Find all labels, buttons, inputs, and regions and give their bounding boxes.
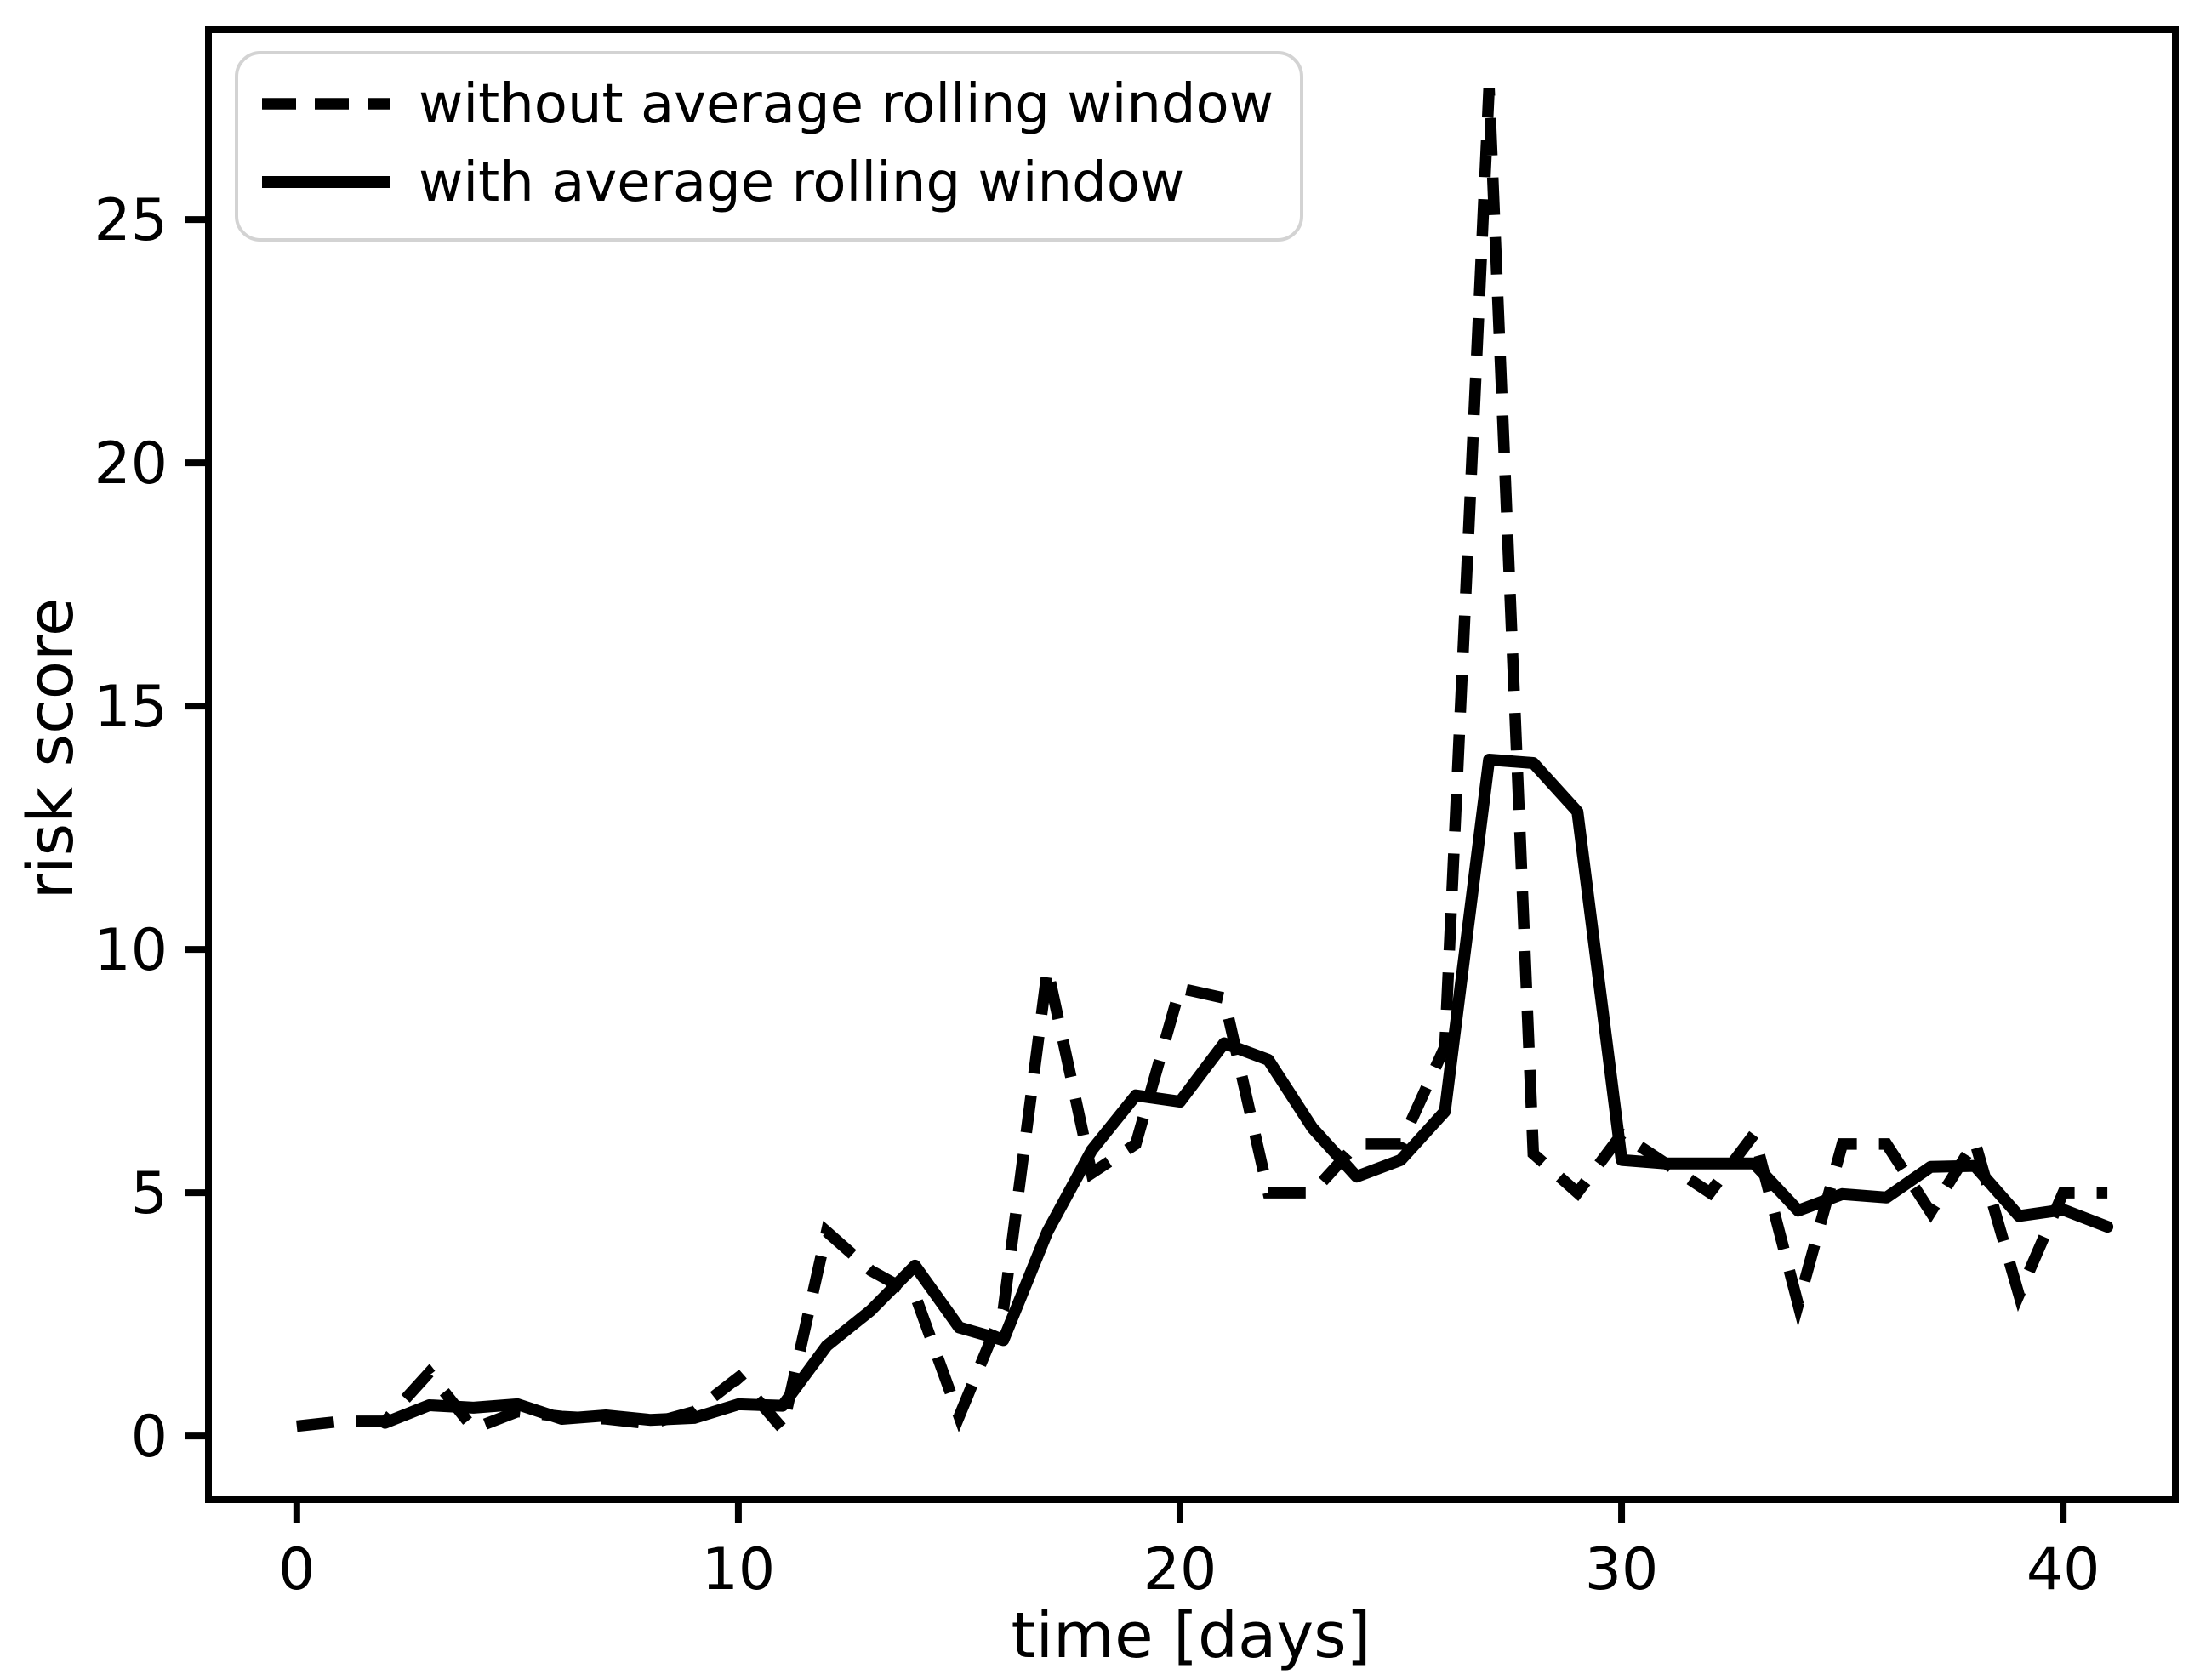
y-tick-label: 25 [94, 187, 168, 254]
y-ticks: 0 5 10 15 20 25 [94, 187, 208, 1471]
y-tick-label: 10 [94, 917, 168, 984]
series-group [296, 88, 2114, 1442]
x-axis-label: time [days] [1011, 1599, 1371, 1672]
y-tick-label: 5 [131, 1160, 168, 1227]
series-without-rolling-window [296, 88, 2108, 1442]
legend: without average rolling window with aver… [235, 51, 1303, 242]
legend-label-with-rolling: with average rolling window [419, 151, 1184, 214]
series-with-rolling-window [379, 754, 2114, 1429]
y-axis-label: risk score [14, 598, 88, 900]
y-tick-label: 0 [131, 1404, 168, 1471]
x-tick-label: 40 [2026, 1536, 2100, 1603]
x-tick-label: 10 [702, 1536, 776, 1603]
legend-box [235, 51, 1303, 242]
y-tick-label: 15 [94, 674, 168, 741]
axes-spines [205, 26, 2179, 1503]
x-ticks: 0 10 20 30 40 [278, 1500, 2100, 1603]
x-tick-label: 0 [278, 1536, 315, 1603]
x-tick-label: 20 [1143, 1536, 1217, 1603]
y-tick-label: 20 [94, 430, 168, 498]
plot-background [208, 30, 2175, 1500]
legend-label-without-rolling: without average rolling window [419, 73, 1274, 136]
x-tick-label: 30 [1585, 1536, 1659, 1603]
